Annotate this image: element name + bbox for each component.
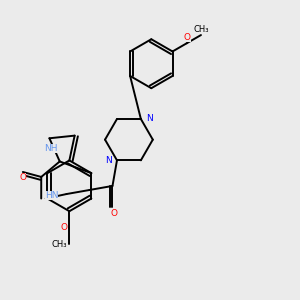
Text: N: N [146, 115, 153, 124]
Text: O: O [61, 223, 68, 232]
Text: N: N [105, 156, 112, 165]
Text: CH₃: CH₃ [193, 25, 209, 34]
Text: O: O [110, 209, 118, 218]
Text: NH: NH [44, 144, 58, 153]
Text: CH₃: CH₃ [52, 240, 67, 249]
Text: O: O [184, 33, 190, 42]
Text: HN: HN [45, 191, 58, 200]
Text: O: O [20, 173, 26, 182]
